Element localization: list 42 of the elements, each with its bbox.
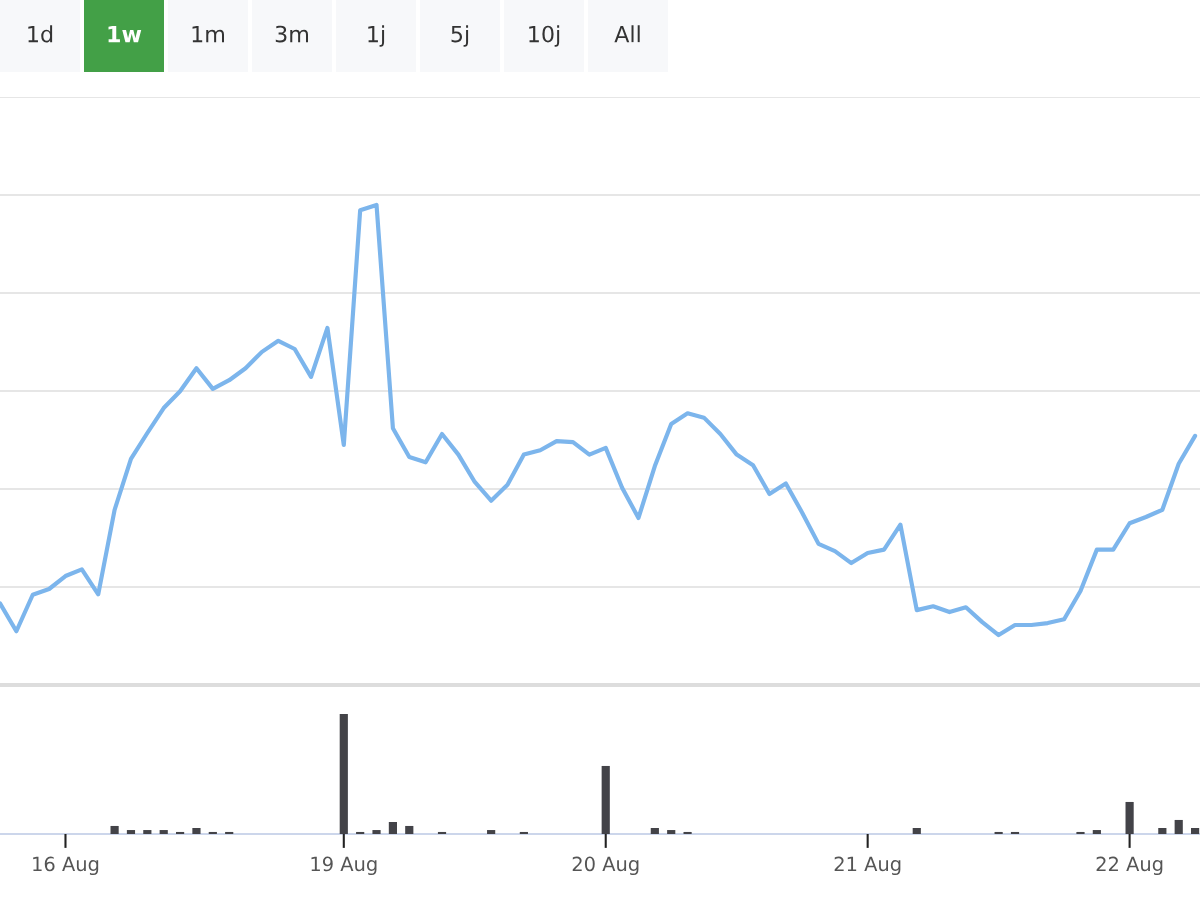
bar	[1158, 828, 1167, 834]
bar	[1191, 828, 1200, 834]
bar	[1010, 831, 1020, 834]
text: 1m	[192, 25, 225, 43]
bar	[225, 831, 234, 834]
bar	[110, 825, 119, 834]
bar	[143, 830, 152, 834]
bar	[1092, 830, 1101, 834]
bar	[912, 828, 921, 834]
bar	[683, 831, 692, 834]
bar	[519, 831, 528, 834]
bar	[356, 831, 365, 834]
bar	[650, 828, 659, 834]
bar	[372, 830, 381, 834]
bar	[601, 765, 610, 834]
bar	[175, 831, 185, 834]
text: 1w	[108, 25, 142, 43]
text: 1d	[28, 25, 53, 43]
x-tick-label: 21 Aug	[834, 856, 901, 876]
bar	[388, 822, 397, 834]
bar	[1125, 801, 1134, 834]
bar	[159, 830, 168, 834]
text: 1j	[368, 25, 385, 47]
text: 10j	[529, 25, 560, 47]
x-tick-label: 19 Aug	[311, 856, 377, 876]
x-tick-label: 22 Aug	[1096, 856, 1163, 876]
text: All	[614, 25, 640, 43]
bar	[126, 830, 136, 834]
text: 5j	[451, 25, 469, 47]
bar	[1174, 819, 1183, 834]
bar	[405, 825, 414, 834]
bar	[994, 831, 1003, 834]
bar	[208, 831, 217, 834]
x-tick-label: 16 Aug	[33, 856, 99, 876]
bar	[667, 830, 676, 834]
x-tick-label: 20 Aug	[572, 856, 639, 876]
bar	[339, 714, 348, 834]
bar	[1076, 831, 1085, 834]
bar	[437, 831, 447, 834]
bar	[487, 830, 496, 834]
bar	[192, 828, 201, 834]
text: 3m	[275, 25, 309, 43]
